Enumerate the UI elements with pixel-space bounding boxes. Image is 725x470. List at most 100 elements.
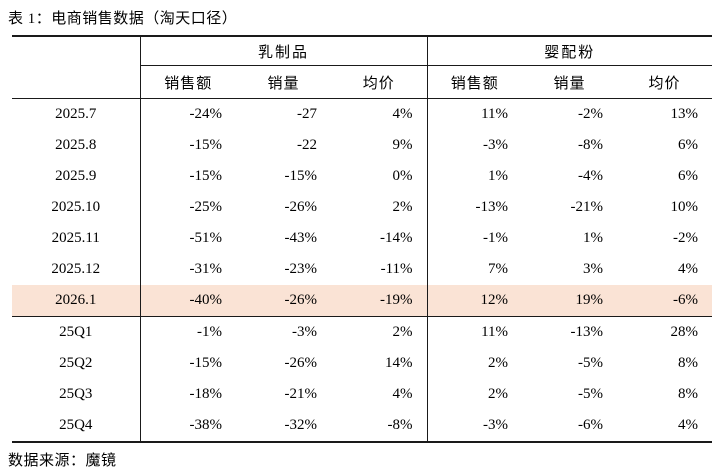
- value-cell: 11%: [426, 98, 523, 130]
- table-row: 2025.9 -15% -15% 0% 1% -4% 6%: [12, 161, 712, 192]
- group-header-dairy: 乳制品: [139, 36, 428, 66]
- value-cell: -15%: [284, 168, 318, 184]
- value-cell: -32%: [284, 417, 318, 433]
- value-cell: -26%: [236, 285, 331, 317]
- value-cell: -31%: [139, 254, 236, 285]
- value-cell: -43%: [284, 230, 318, 246]
- value-cell: 14%: [385, 355, 413, 371]
- table-row: 25Q3 -18% -21% 4% 2% -5% 8%: [12, 379, 712, 410]
- value-cell: 2%: [392, 199, 413, 215]
- value-cell: 4%: [678, 261, 699, 277]
- value-cell: 9%: [392, 137, 413, 153]
- value-cell: 12%: [426, 285, 523, 317]
- subheader-dairy-volume: 销量: [236, 65, 331, 99]
- value-cell: -1%: [426, 223, 523, 254]
- value-cell: -6%: [617, 285, 713, 317]
- value-cell: -5%: [578, 355, 604, 371]
- group-header-row: 乳制品 婴配粉: [12, 36, 713, 66]
- value-cell: 2%: [426, 348, 523, 379]
- sub-header-row: 销售额 销量 均价 销售额 销量 均价: [12, 65, 713, 99]
- subheader-formula-avg-price: 均价: [617, 65, 713, 99]
- group-header-infant-formula: 婴配粉: [426, 36, 713, 66]
- value-cell: -21%: [284, 386, 318, 402]
- value-cell: -15%: [139, 348, 236, 379]
- value-cell: -18%: [139, 379, 236, 410]
- table-row: 2025.12 -31% -23% -11% 7% 3% 4%: [12, 254, 712, 285]
- value-cell: -24%: [139, 98, 236, 130]
- row-label-cell: 2025.9: [55, 168, 97, 184]
- value-cell: -8%: [387, 417, 413, 433]
- value-cell: -51%: [139, 223, 236, 254]
- table-row: 25Q2 -15% -26% 14% 2% -5% 8%: [12, 348, 712, 379]
- value-cell: -3%: [292, 324, 317, 340]
- value-cell: 8%: [678, 355, 699, 371]
- value-cell: 4%: [392, 386, 413, 402]
- row-label-cell: 25Q1: [59, 324, 93, 340]
- row-label-cell: 25Q4: [59, 417, 93, 433]
- table-row: 2025.7 -24% -27 4% 11% -2% 13%: [12, 98, 712, 130]
- value-cell: 7%: [426, 254, 523, 285]
- subheader-dairy-avg-price: 均价: [331, 65, 428, 99]
- row-label-cell: 2025.8: [55, 137, 97, 153]
- value-cell: -13%: [426, 192, 523, 223]
- table-row: 2025.8 -15% -22 9% -3% -8% 6%: [12, 130, 712, 161]
- table-row: 25Q1 -1% -3% 2% 11% -13% 28%: [12, 316, 712, 348]
- value-cell: 6%: [678, 168, 699, 184]
- value-cell: -26%: [284, 199, 318, 215]
- value-cell: -15%: [139, 130, 236, 161]
- value-cell: 28%: [670, 324, 699, 340]
- row-label-cell: 2025.10: [51, 199, 101, 215]
- value-cell: -40%: [139, 285, 236, 317]
- value-cell: -5%: [578, 386, 604, 402]
- subheader-dairy-sales: 销售额: [139, 65, 236, 99]
- value-cell: 2%: [426, 379, 523, 410]
- row-label-cell: 2025.12: [51, 261, 101, 277]
- value-cell: -1%: [139, 316, 236, 348]
- value-cell: 4%: [678, 417, 699, 433]
- value-cell: -3%: [426, 130, 523, 161]
- value-cell: -23%: [284, 261, 318, 277]
- value-cell: 6%: [678, 137, 699, 153]
- corner-cell: [12, 36, 140, 66]
- corner-cell-2: [12, 65, 140, 99]
- table-row: 2026.1 -40% -26% -19% 12% 19% -6%: [12, 285, 713, 317]
- data-source: 数据来源：魔镜: [8, 453, 117, 469]
- value-cell: -26%: [284, 355, 318, 371]
- value-cell: -38%: [139, 410, 236, 442]
- value-cell: 1%: [426, 161, 523, 192]
- table-row: 2025.10 -25% -26% 2% -13% -21% 10%: [12, 192, 712, 223]
- value-cell: -14%: [380, 230, 413, 246]
- subheader-formula-sales: 销售额: [426, 65, 523, 99]
- value-cell: 19%: [522, 285, 618, 317]
- table-row: 2025.11 -51% -43% -14% -1% 1% -2%: [12, 223, 712, 254]
- value-cell: 4%: [392, 106, 413, 122]
- value-cell: 13%: [670, 106, 699, 122]
- value-cell: -13%: [570, 324, 604, 340]
- value-cell: 0%: [392, 168, 413, 184]
- value-cell: 10%: [670, 199, 699, 215]
- sales-data-table: 乳制品 婴配粉 销售额 销量 均价 销售额 销量 均价 2025.7 -24% …: [12, 35, 713, 443]
- row-label-cell: 2025.11: [51, 230, 100, 246]
- row-label-cell: 2025.7: [55, 106, 97, 122]
- value-cell: 8%: [678, 386, 699, 402]
- value-cell: -8%: [578, 137, 604, 153]
- value-cell: -3%: [426, 410, 523, 442]
- value-cell: 3%: [583, 261, 604, 277]
- table-row: 25Q4 -38% -32% -8% -3% -6% 4%: [12, 410, 712, 442]
- value-cell: -4%: [578, 168, 604, 184]
- value-cell: 1%: [583, 230, 604, 246]
- value-cell: -6%: [578, 417, 604, 433]
- row-label-cell: 25Q3: [59, 386, 93, 402]
- value-cell: -22: [297, 137, 317, 153]
- value-cell: -11%: [380, 261, 413, 277]
- subheader-formula-volume: 销量: [522, 65, 618, 99]
- value-cell: -15%: [139, 161, 236, 192]
- value-cell: 2%: [392, 324, 413, 340]
- value-cell: -21%: [570, 199, 604, 215]
- value-cell: -2%: [578, 106, 604, 122]
- value-cell: -25%: [139, 192, 236, 223]
- table-body: 2025.7 -24% -27 4% 11% -2% 13% 2025.8 -1…: [12, 98, 713, 442]
- row-label-cell: 2026.1: [12, 285, 140, 317]
- value-cell: 11%: [426, 316, 523, 348]
